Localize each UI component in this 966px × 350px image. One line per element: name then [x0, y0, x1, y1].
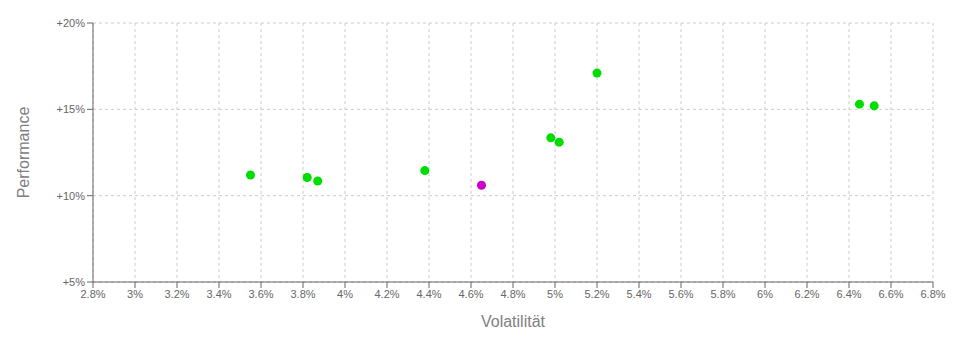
svg-text:2.8%: 2.8% [80, 288, 105, 300]
svg-text:4.4%: 4.4% [416, 288, 441, 300]
svg-text:3.8%: 3.8% [290, 288, 315, 300]
svg-text:3.2%: 3.2% [164, 288, 189, 300]
svg-text:6.4%: 6.4% [836, 288, 861, 300]
svg-text:+10%: +10% [57, 190, 86, 202]
svg-text:6%: 6% [757, 288, 773, 300]
svg-text:5.4%: 5.4% [626, 288, 651, 300]
svg-text:4%: 4% [337, 288, 353, 300]
svg-text:+20%: +20% [57, 17, 86, 29]
svg-text:6.2%: 6.2% [794, 288, 819, 300]
svg-text:6.6%: 6.6% [878, 288, 903, 300]
svg-text:4.8%: 4.8% [500, 288, 525, 300]
svg-text:Volatilität: Volatilität [481, 313, 546, 330]
svg-text:5%: 5% [547, 288, 563, 300]
svg-text:5.8%: 5.8% [710, 288, 735, 300]
svg-text:5.6%: 5.6% [668, 288, 693, 300]
svg-text:+5%: +5% [63, 276, 86, 288]
svg-text:3.6%: 3.6% [248, 288, 273, 300]
svg-text:4.2%: 4.2% [374, 288, 399, 300]
svg-text:6.8%: 6.8% [920, 288, 945, 300]
svg-text:3%: 3% [127, 288, 143, 300]
svg-text:+15%: +15% [57, 103, 86, 115]
svg-text:5.2%: 5.2% [584, 288, 609, 300]
svg-text:4.6%: 4.6% [458, 288, 483, 300]
svg-text:Performance: Performance [15, 107, 32, 199]
svg-text:3.4%: 3.4% [206, 288, 231, 300]
